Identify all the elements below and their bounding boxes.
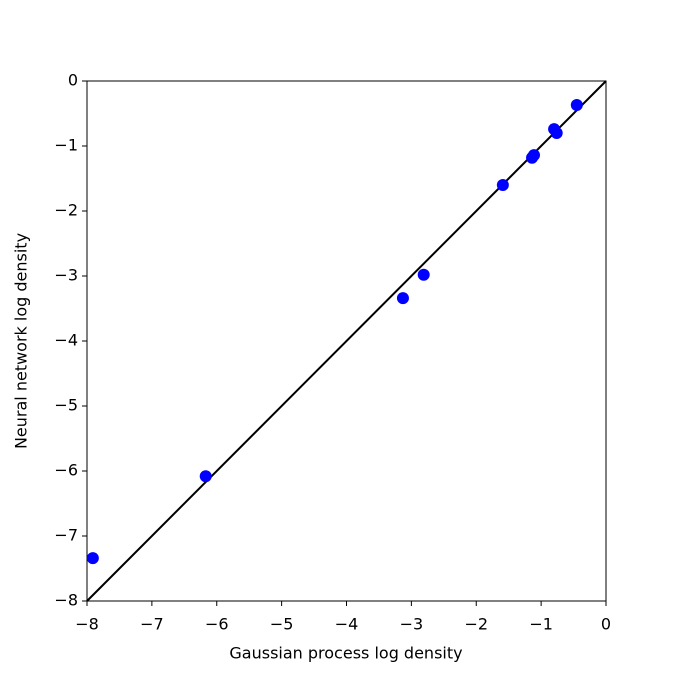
y-tick-label: −2 (54, 201, 78, 220)
y-tick-label: −1 (54, 136, 78, 155)
x-tick-label: −6 (205, 615, 229, 634)
point (86, 552, 99, 565)
y-tick-label: 0 (68, 71, 78, 90)
y-tick-label: −8 (54, 591, 78, 610)
y-tick-label: −4 (54, 331, 78, 350)
point (496, 179, 509, 191)
x-tick-label: −8 (75, 615, 99, 634)
point (417, 268, 430, 281)
plot-frame (86, 80, 607, 602)
x-tick-label: −4 (335, 615, 359, 634)
x-axis-label: Gaussian process log density (229, 644, 462, 663)
x-tick-label: −3 (400, 615, 424, 634)
x-tick-label: −5 (270, 615, 294, 634)
y-tick-label: −7 (54, 526, 78, 545)
point (199, 470, 212, 483)
x-tick-label: 0 (601, 615, 611, 634)
point (570, 99, 583, 112)
y-tick-label: −6 (54, 461, 78, 480)
x-tick-label: −1 (529, 615, 553, 634)
y-tick-label: −5 (54, 396, 78, 415)
y-tick-label: −3 (54, 266, 78, 285)
x-tick-label: −7 (140, 615, 164, 634)
point (396, 292, 409, 305)
identity-line (86, 80, 607, 602)
point (550, 127, 563, 139)
point (527, 149, 540, 162)
y-axis-label: Neural network log density (12, 233, 31, 449)
x-tick-label: −2 (464, 615, 488, 634)
